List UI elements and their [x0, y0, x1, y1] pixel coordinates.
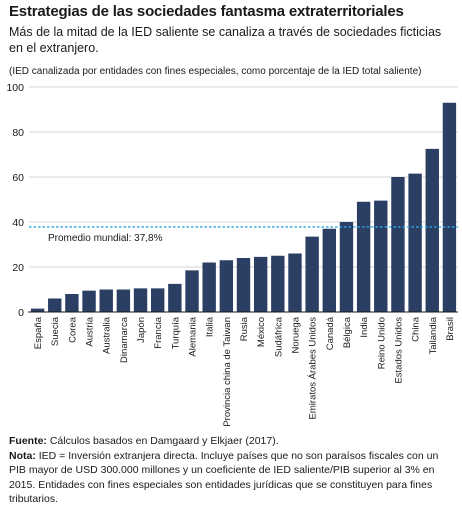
- bar: [374, 200, 388, 312]
- chart-title: Estrategias de las sociedades fantasma e…: [9, 3, 404, 20]
- x-tick-label: Reino Unido: [376, 317, 387, 369]
- bar: [305, 236, 319, 312]
- bar: [168, 283, 182, 312]
- bar: [271, 255, 285, 312]
- x-tick-label: Suecia: [50, 316, 61, 346]
- bar: [219, 260, 234, 312]
- x-tick-label: Australia: [102, 316, 113, 354]
- bar: [99, 289, 113, 312]
- bar: [288, 253, 302, 312]
- x-tick-label: Corea: [67, 316, 78, 343]
- chart-subtitle: Más de la mitad de la IED saliente se ca…: [9, 25, 442, 55]
- x-tick-label: Alemania: [188, 316, 199, 356]
- source-label: Fuente:: [9, 435, 47, 447]
- reference-line-label: Promedio mundial: 37,8%: [48, 233, 163, 244]
- y-tick-label: 0: [18, 307, 24, 319]
- bar: [391, 177, 405, 312]
- bar: [133, 288, 148, 312]
- x-tick-label: Bélgica: [342, 316, 353, 348]
- reference-line-group: Promedio mundial: 37,8%: [29, 226, 458, 244]
- x-tick-label: Rusia: [239, 316, 250, 341]
- bars: [30, 102, 457, 312]
- y-tick-label: 100: [6, 82, 24, 94]
- x-tick-label: Provincia china de Taiwan: [222, 317, 233, 427]
- bar: [442, 102, 457, 312]
- y-axis-ticks: 0 20 40 60 80 100: [6, 82, 24, 319]
- x-tick-label: Italia: [205, 316, 216, 337]
- bar: [185, 270, 199, 312]
- bar: [408, 173, 422, 312]
- x-tick-label: Tailandia: [428, 316, 439, 354]
- bar: [151, 288, 165, 312]
- note-text: IED = Inversión extranjera directa. Incl…: [9, 449, 439, 506]
- note-line: Nota: IED = Inversión extranjera directa…: [9, 449, 454, 507]
- y-tick-label: 20: [12, 262, 24, 274]
- bar: [322, 228, 336, 312]
- x-tick-label: Sudáfrica: [273, 316, 284, 357]
- x-tick-label: Noruega: [290, 316, 301, 353]
- x-tick-label: Francia: [153, 316, 164, 348]
- bar: [425, 148, 439, 312]
- source-line: Fuente: Cálculos basados en Damgaard y E…: [9, 434, 454, 449]
- y-tick-label: 80: [12, 127, 24, 139]
- x-tick-label: Emiratos Árabes Unidos: [308, 317, 319, 420]
- bar: [65, 294, 79, 312]
- note-label: Nota:: [9, 449, 36, 462]
- bar: [202, 262, 216, 312]
- bar: [253, 256, 268, 312]
- x-tick-label: México: [256, 317, 267, 347]
- x-tick-label: India: [359, 316, 370, 337]
- units-note: (IED canalizada por entidades con fines …: [9, 66, 422, 77]
- x-tick-label: Canadá: [325, 316, 336, 350]
- y-tick-label: 40: [12, 217, 24, 229]
- x-tick-label: Estados Unidos: [393, 317, 404, 384]
- x-tick-label: Turquía: [170, 316, 181, 349]
- x-tick-label: Japón: [136, 317, 147, 343]
- footer: Fuente: Cálculos basados en Damgaard y E…: [9, 434, 454, 507]
- y-tick-label: 60: [12, 172, 24, 184]
- x-tick-label: Dinamarca: [119, 316, 130, 363]
- bar: [30, 308, 45, 312]
- bar: [48, 298, 62, 312]
- bar-chart: 0 20 40 60 80 100 España Suecia Corea Austria Aus…: [6, 82, 458, 427]
- source-text: Cálculos basados en Damgaard y Elkjaer (…: [49, 435, 279, 447]
- x-tick-label: China: [411, 316, 422, 342]
- bar: [82, 290, 96, 312]
- bar: [116, 289, 131, 312]
- bar: [339, 222, 354, 312]
- x-tick-label: España: [33, 316, 44, 349]
- x-tick-label: Austria: [85, 316, 96, 346]
- bar: [356, 201, 371, 312]
- bar: [236, 258, 251, 312]
- x-axis-tick-labels: España Suecia Corea Austria Australia Dinamar…: [33, 316, 456, 426]
- x-tick-label: Brasil: [445, 317, 456, 341]
